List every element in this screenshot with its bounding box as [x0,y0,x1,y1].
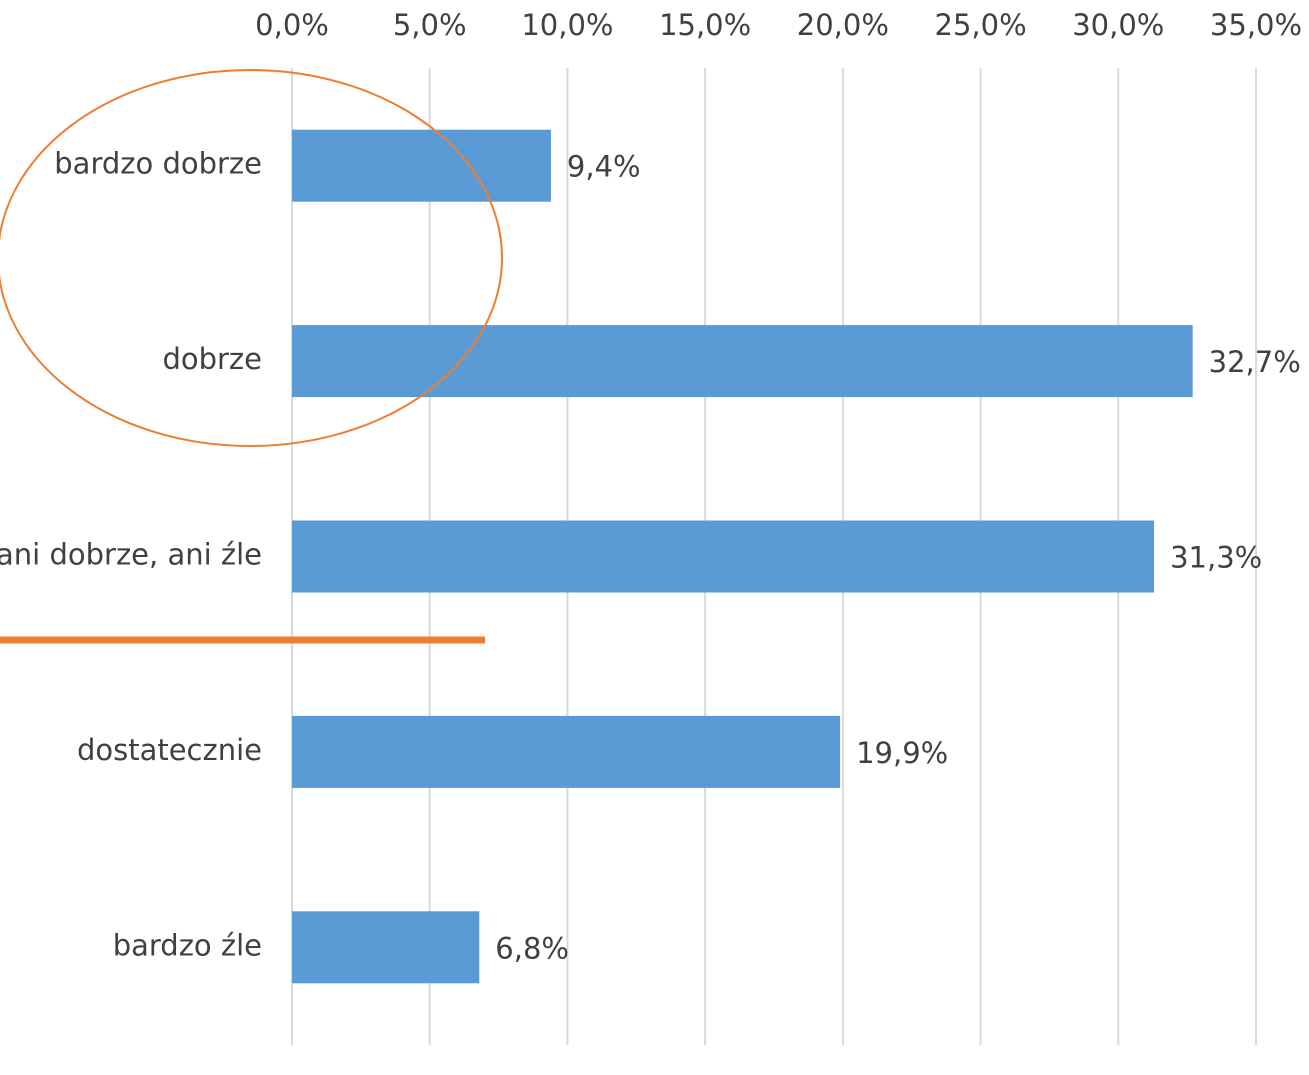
y-tick-label: dostatecznie [77,733,262,767]
x-tick-label: 25,0% [935,8,1027,42]
y-tick-label: ani dobrze, ani źle [0,538,262,572]
y-tick-label: bardzo źle [113,928,262,962]
data-label: 9,4% [567,150,641,184]
x-tick-label: 5,0% [393,8,467,42]
bar [292,911,480,984]
bar [292,715,841,788]
x-tick-label: 30,0% [1072,8,1164,42]
data-label: 6,8% [495,931,569,965]
y-tick-label: bardzo dobrze [54,147,262,181]
x-tick-label: 0,0% [255,8,329,42]
data-label: 31,3% [1170,541,1262,575]
bars: 9,4% 32,7% 31,3% 19,9% 6,8% [292,129,1301,984]
bar [292,325,1193,398]
bar [292,129,551,202]
x-tick-label: 20,0% [797,8,889,42]
data-label: 32,7% [1209,345,1301,379]
y-tick-label: dobrze [162,342,262,376]
data-label: 19,9% [856,736,948,770]
bar [292,520,1155,593]
highlight-ellipse [0,69,503,447]
x-tick-label: 15,0% [659,8,751,42]
x-tick-label: 10,0% [521,8,613,42]
x-tick-label: 35,0% [1210,8,1302,42]
